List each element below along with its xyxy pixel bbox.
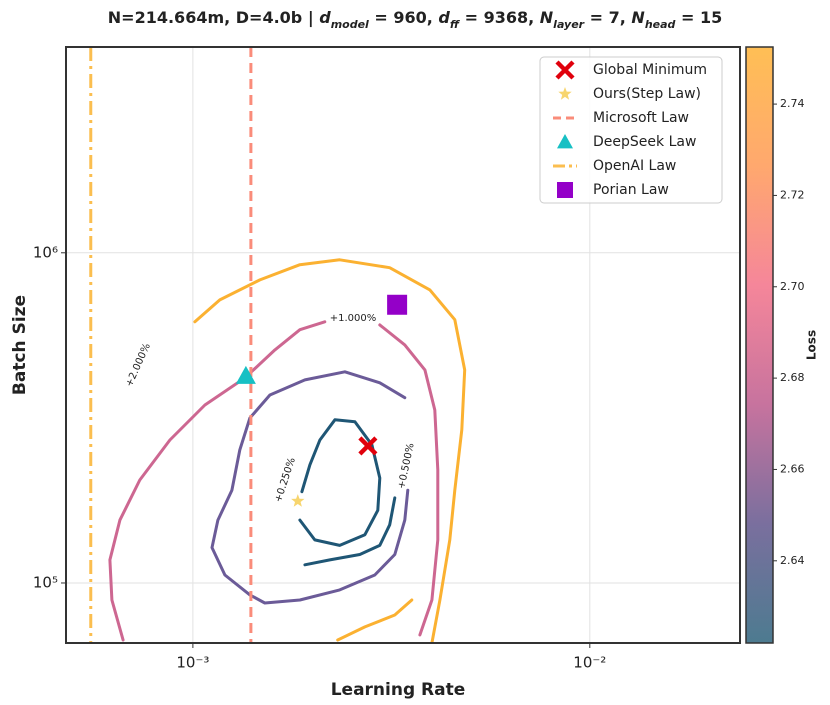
marker-star xyxy=(558,87,572,100)
marker-x-stroke xyxy=(555,60,575,80)
title-part: model xyxy=(331,18,369,31)
contour-line xyxy=(193,258,467,643)
marker-square xyxy=(387,294,408,315)
contour-line xyxy=(108,320,440,642)
title-part: = 960, xyxy=(369,8,439,27)
plot-area xyxy=(89,47,467,643)
colorbar-tick-label: 2.74 xyxy=(780,97,805,110)
title-part: ff xyxy=(450,18,461,31)
marker-triangle xyxy=(235,365,256,384)
title-part: N=214.664m, D=4.0b | xyxy=(108,8,319,28)
colorbar-label: Loss xyxy=(805,330,819,360)
contour-label: +0.500% xyxy=(396,442,416,490)
x-axis-title: Learning Rate xyxy=(331,680,466,700)
legend-label: DeepSeek Law xyxy=(593,134,696,150)
marker-x-stroke xyxy=(358,436,378,456)
chart-title: N=214.664m, D=4.0b | dmodel = 960, dff =… xyxy=(108,8,722,31)
legend-label: Porian Law xyxy=(593,182,669,198)
colorbar-tick-label: 2.72 xyxy=(780,188,805,201)
marker-square xyxy=(557,182,573,198)
legend-box xyxy=(539,56,723,204)
contour-line xyxy=(298,418,397,567)
title-part: N xyxy=(540,8,554,27)
grid xyxy=(66,47,740,643)
title-part: d xyxy=(319,8,331,27)
colorbar-tick-label: 2.64 xyxy=(780,554,805,567)
y-tick-label: 10⁶ xyxy=(33,243,58,261)
marker-triangle xyxy=(557,134,573,149)
title-part: = 7, xyxy=(584,8,631,27)
colorbar-tick-label: 2.66 xyxy=(780,462,805,475)
marker-star xyxy=(291,494,305,507)
legend-label: OpenAI Law xyxy=(593,158,676,174)
title-part: d xyxy=(438,8,450,27)
contour-label: +1.000% xyxy=(330,313,377,324)
legend-label: Ours(Step Law) xyxy=(593,86,701,102)
title-part: = 15 xyxy=(675,8,722,27)
colorbar-tick-label: 2.68 xyxy=(780,371,805,384)
legend-label: Global Minimum xyxy=(593,62,707,78)
y-tick-label: 10⁵ xyxy=(33,573,58,591)
title-part: N xyxy=(631,8,645,27)
colorbar-tick-label: 2.70 xyxy=(780,280,805,293)
y-axis-title: Batch Size xyxy=(10,295,30,395)
colorbar-fill xyxy=(745,46,774,644)
contour-line xyxy=(210,370,410,605)
contour-label: +2.000% xyxy=(124,342,153,389)
plot-frame xyxy=(65,46,741,644)
x-tick-label: 10⁻² xyxy=(573,654,606,672)
title-part: = 9368, xyxy=(459,8,540,27)
title-part: head xyxy=(645,18,676,31)
colorbar: 2.64 2.66 2.68 2.70 2.72 2.74 xyxy=(745,46,805,644)
contour-label: +0.250% xyxy=(273,456,298,504)
marker-x xyxy=(358,436,378,456)
marker-x xyxy=(555,60,575,80)
legend-label: Microsoft Law xyxy=(593,110,689,126)
title-part: layer xyxy=(553,18,584,31)
legend: Global Minimum Ours(Step Law) Microsoft La… xyxy=(539,56,723,204)
x-tick-label: 10⁻³ xyxy=(176,654,209,672)
